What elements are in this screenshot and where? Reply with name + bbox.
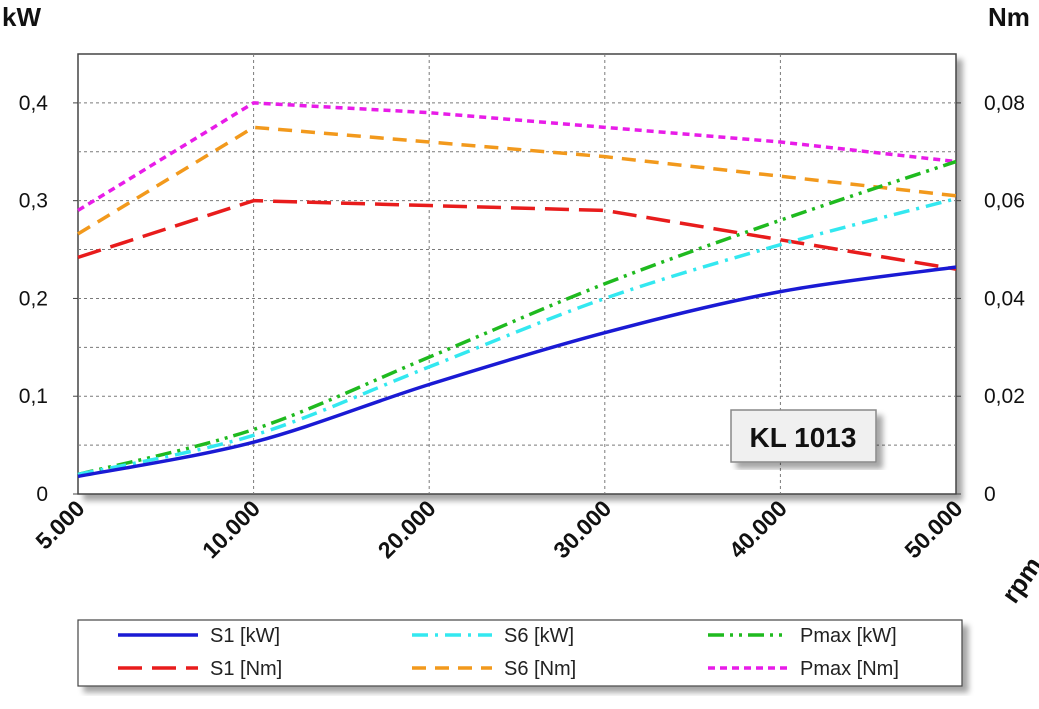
series-line-s1-nm (77, 198, 957, 271)
right-tick-label: 0,04 (984, 287, 1025, 310)
left-tick-label: 0,4 (19, 92, 49, 115)
right-tick-label: 0,02 (984, 385, 1025, 408)
legend-label: S6 [Nm] (504, 658, 576, 680)
legend-label: Pmax [Nm] (800, 658, 899, 680)
model-label-box: KL 1013 (730, 409, 877, 463)
grid (78, 54, 956, 494)
series-line-pmax-kw (77, 159, 957, 477)
legend-label: Pmax [kW] (800, 625, 897, 647)
series-line-s1-kw (77, 265, 957, 479)
left-tick-label: 0,2 (19, 287, 48, 310)
right-axis-unit: Nm (988, 2, 1030, 32)
left-tick-label: 0,1 (19, 385, 48, 408)
x-tick-label: 10.000 (197, 495, 265, 563)
series-line-pmax-nm (77, 101, 957, 212)
x-axis-unit: rpm (995, 551, 1039, 608)
right-tick-label: 0,08 (984, 92, 1025, 115)
left-axis-unit: kW (2, 2, 41, 32)
series-layer (77, 101, 957, 479)
left-tick-label: 0,3 (19, 190, 48, 213)
right-tick-label: 0 (984, 483, 996, 506)
right-tick-label: 0,06 (984, 190, 1025, 213)
x-tick-label: 20.000 (373, 495, 441, 563)
legend-label: S6 [kW] (504, 625, 574, 647)
legend-label: S1 [kW] (210, 625, 280, 647)
series-line-s6-nm (77, 125, 957, 236)
model-label: KL 1013 (750, 422, 857, 453)
series-line-s6-kw (77, 197, 957, 477)
x-tick-label: 50.000 (899, 495, 967, 563)
left-tick-label: 0 (36, 483, 48, 506)
x-tick-label: 40.000 (724, 495, 792, 563)
legend-box (77, 619, 963, 687)
legend-label: S1 [Nm] (210, 658, 282, 680)
legend: S1 [kW] S6 [kW] Pmax [kW] S1 [Nm] S6 [Nm] Pma… (118, 625, 899, 680)
x-tick-label: 30.000 (548, 495, 616, 563)
